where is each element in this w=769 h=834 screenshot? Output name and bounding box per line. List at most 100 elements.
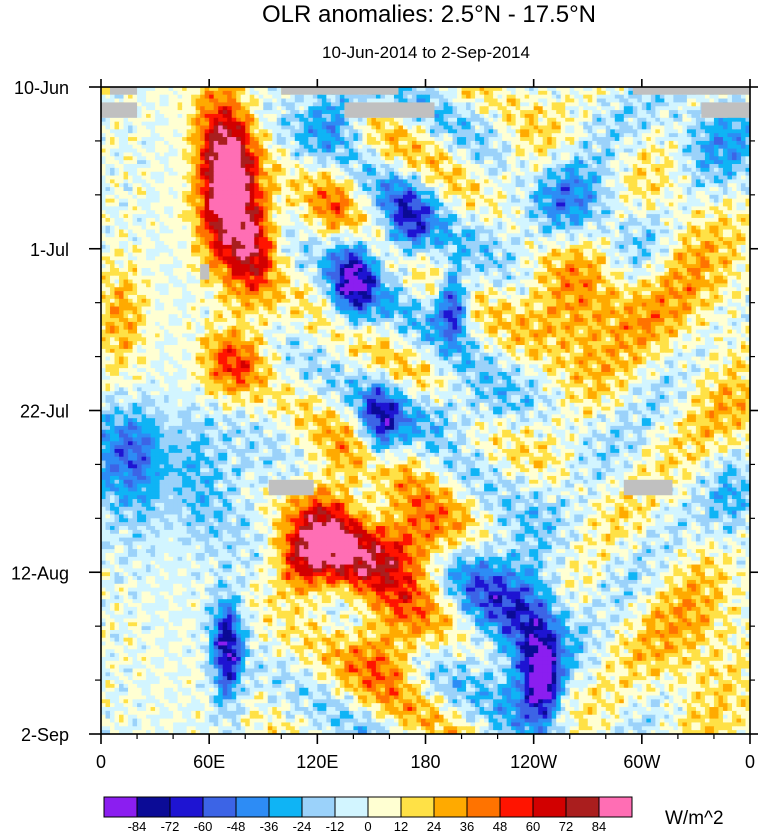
heatmap-cell: [367, 118, 372, 122]
heatmap-cell: [493, 164, 498, 168]
heatmap-cell: [106, 195, 111, 199]
heatmap-cell: [574, 106, 579, 110]
heatmap-cell: [308, 129, 313, 133]
heatmap-cell: [727, 126, 732, 130]
heatmap-cell: [583, 206, 588, 210]
heatmap-cell: [511, 206, 516, 210]
heatmap-cell: [142, 195, 147, 199]
heatmap-cell: [471, 102, 476, 106]
heatmap-cell: [358, 133, 363, 137]
heatmap-cell: [448, 110, 453, 114]
heatmap-cell: [313, 129, 318, 133]
heatmap-cell: [407, 183, 412, 187]
heatmap-cell: [317, 137, 322, 141]
heatmap-cell: [462, 195, 467, 199]
heatmap-cell: [723, 149, 728, 153]
heatmap-cell: [565, 106, 570, 110]
heatmap-cell: [196, 214, 201, 218]
heatmap-cell: [457, 156, 462, 160]
heatmap-cell: [385, 179, 390, 183]
heatmap-cell: [547, 206, 552, 210]
heatmap-cell: [106, 126, 111, 130]
heatmap-cell: [205, 110, 210, 114]
heatmap-cell: [182, 91, 187, 95]
heatmap-cell: [151, 129, 156, 133]
heatmap-cell: [110, 164, 115, 168]
heatmap-cell: [295, 149, 300, 153]
heatmap-cell: [380, 137, 385, 141]
heatmap-cell: [516, 214, 521, 218]
heatmap-cell: [277, 195, 282, 199]
heatmap-cell: [376, 99, 381, 103]
heatmap-cell: [326, 102, 331, 106]
heatmap-cell: [682, 206, 687, 210]
heatmap-cell: [583, 210, 588, 214]
heatmap-cell: [200, 206, 205, 210]
heatmap-cell: [115, 176, 120, 180]
heatmap-cell: [124, 187, 129, 191]
heatmap-cell: [371, 160, 376, 164]
heatmap-cell: [579, 206, 584, 210]
heatmap-cell: [178, 91, 183, 95]
heatmap-cell: [457, 172, 462, 176]
heatmap-cell: [673, 214, 678, 218]
heatmap-cell: [191, 210, 196, 214]
heatmap-cell: [732, 183, 737, 187]
heatmap-cell: [389, 183, 394, 187]
heatmap-cell: [471, 168, 476, 172]
heatmap-cell: [367, 179, 372, 183]
heatmap-cell: [241, 118, 246, 122]
heatmap-cell: [691, 156, 696, 160]
heatmap-cell: [520, 199, 525, 203]
heatmap-cell: [146, 214, 151, 218]
heatmap-cell: [358, 187, 363, 191]
heatmap-cell: [529, 176, 534, 180]
heatmap-cell: [516, 210, 521, 214]
heatmap-cell: [664, 164, 669, 168]
heatmap-cell: [615, 183, 620, 187]
heatmap-cell: [169, 172, 174, 176]
heatmap-cell: [308, 137, 313, 141]
heatmap-cell: [398, 210, 403, 214]
heatmap-cell: [601, 210, 606, 214]
heatmap-cell: [642, 168, 647, 172]
heatmap-cell: [394, 133, 399, 137]
heatmap-cell: [628, 199, 633, 203]
heatmap-cell: [376, 206, 381, 210]
heatmap-cell: [646, 183, 651, 187]
heatmap-cell: [295, 114, 300, 118]
heatmap-cell: [236, 149, 241, 153]
heatmap-cell: [547, 172, 552, 176]
heatmap-cell: [552, 156, 557, 160]
heatmap-cell: [385, 129, 390, 133]
heatmap-cell: [308, 176, 313, 180]
heatmap-cell: [534, 102, 539, 106]
heatmap-cell: [624, 152, 629, 156]
heatmap-cell: [209, 168, 214, 172]
heatmap-cell: [353, 210, 358, 214]
heatmap-cell: [200, 106, 205, 110]
heatmap-cell: [741, 176, 746, 180]
heatmap-cell: [308, 126, 313, 130]
heatmap-cell: [151, 91, 156, 95]
heatmap-cell: [340, 195, 345, 199]
heatmap-cell: [227, 172, 232, 176]
heatmap-cell: [732, 210, 737, 214]
heatmap-cell: [529, 106, 534, 110]
heatmap-cell: [453, 152, 458, 156]
heatmap-cell: [272, 106, 277, 110]
heatmap-cell: [529, 218, 534, 222]
heatmap-cell: [457, 206, 462, 210]
heatmap-cell: [646, 187, 651, 191]
heatmap-cell: [403, 118, 408, 122]
heatmap-cell: [673, 141, 678, 145]
heatmap-cell: [119, 210, 124, 214]
heatmap-cell: [308, 179, 313, 183]
heatmap-cell: [389, 206, 394, 210]
heatmap-cell: [295, 160, 300, 164]
heatmap-cell: [313, 145, 318, 149]
heatmap-cell: [380, 187, 385, 191]
heatmap-cell: [173, 168, 178, 172]
heatmap-cell: [236, 164, 241, 168]
heatmap-cell: [259, 168, 264, 172]
